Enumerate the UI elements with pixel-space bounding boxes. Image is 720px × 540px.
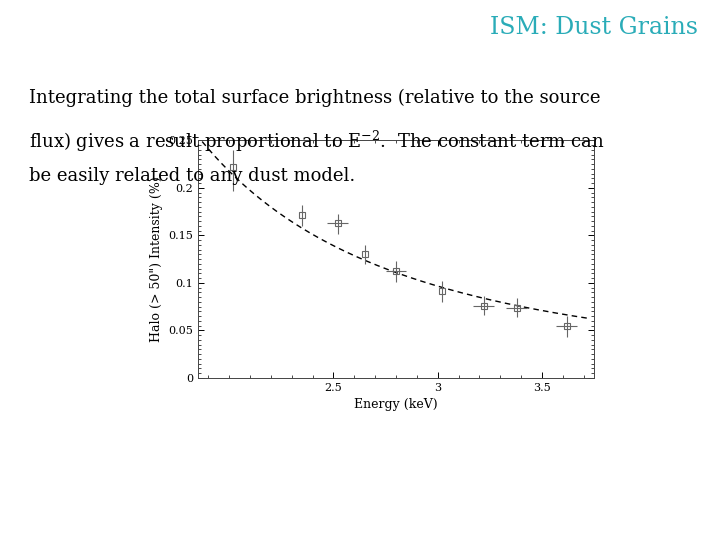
- Text: Integrating the total surface brightness (relative to the source: Integrating the total surface brightness…: [29, 89, 600, 107]
- Y-axis label: Halo (> 50") Intensity (%): Halo (> 50") Intensity (%): [150, 177, 163, 342]
- X-axis label: Energy (keV): Energy (keV): [354, 399, 438, 411]
- Text: be easily related to any dust model.: be easily related to any dust model.: [29, 167, 355, 185]
- Text: flux) gives a result proportional to $\mathregular{E^{-2}}$.  The constant term : flux) gives a result proportional to $\m…: [29, 129, 604, 154]
- Text: ISM: Dust Grains: ISM: Dust Grains: [490, 16, 698, 39]
